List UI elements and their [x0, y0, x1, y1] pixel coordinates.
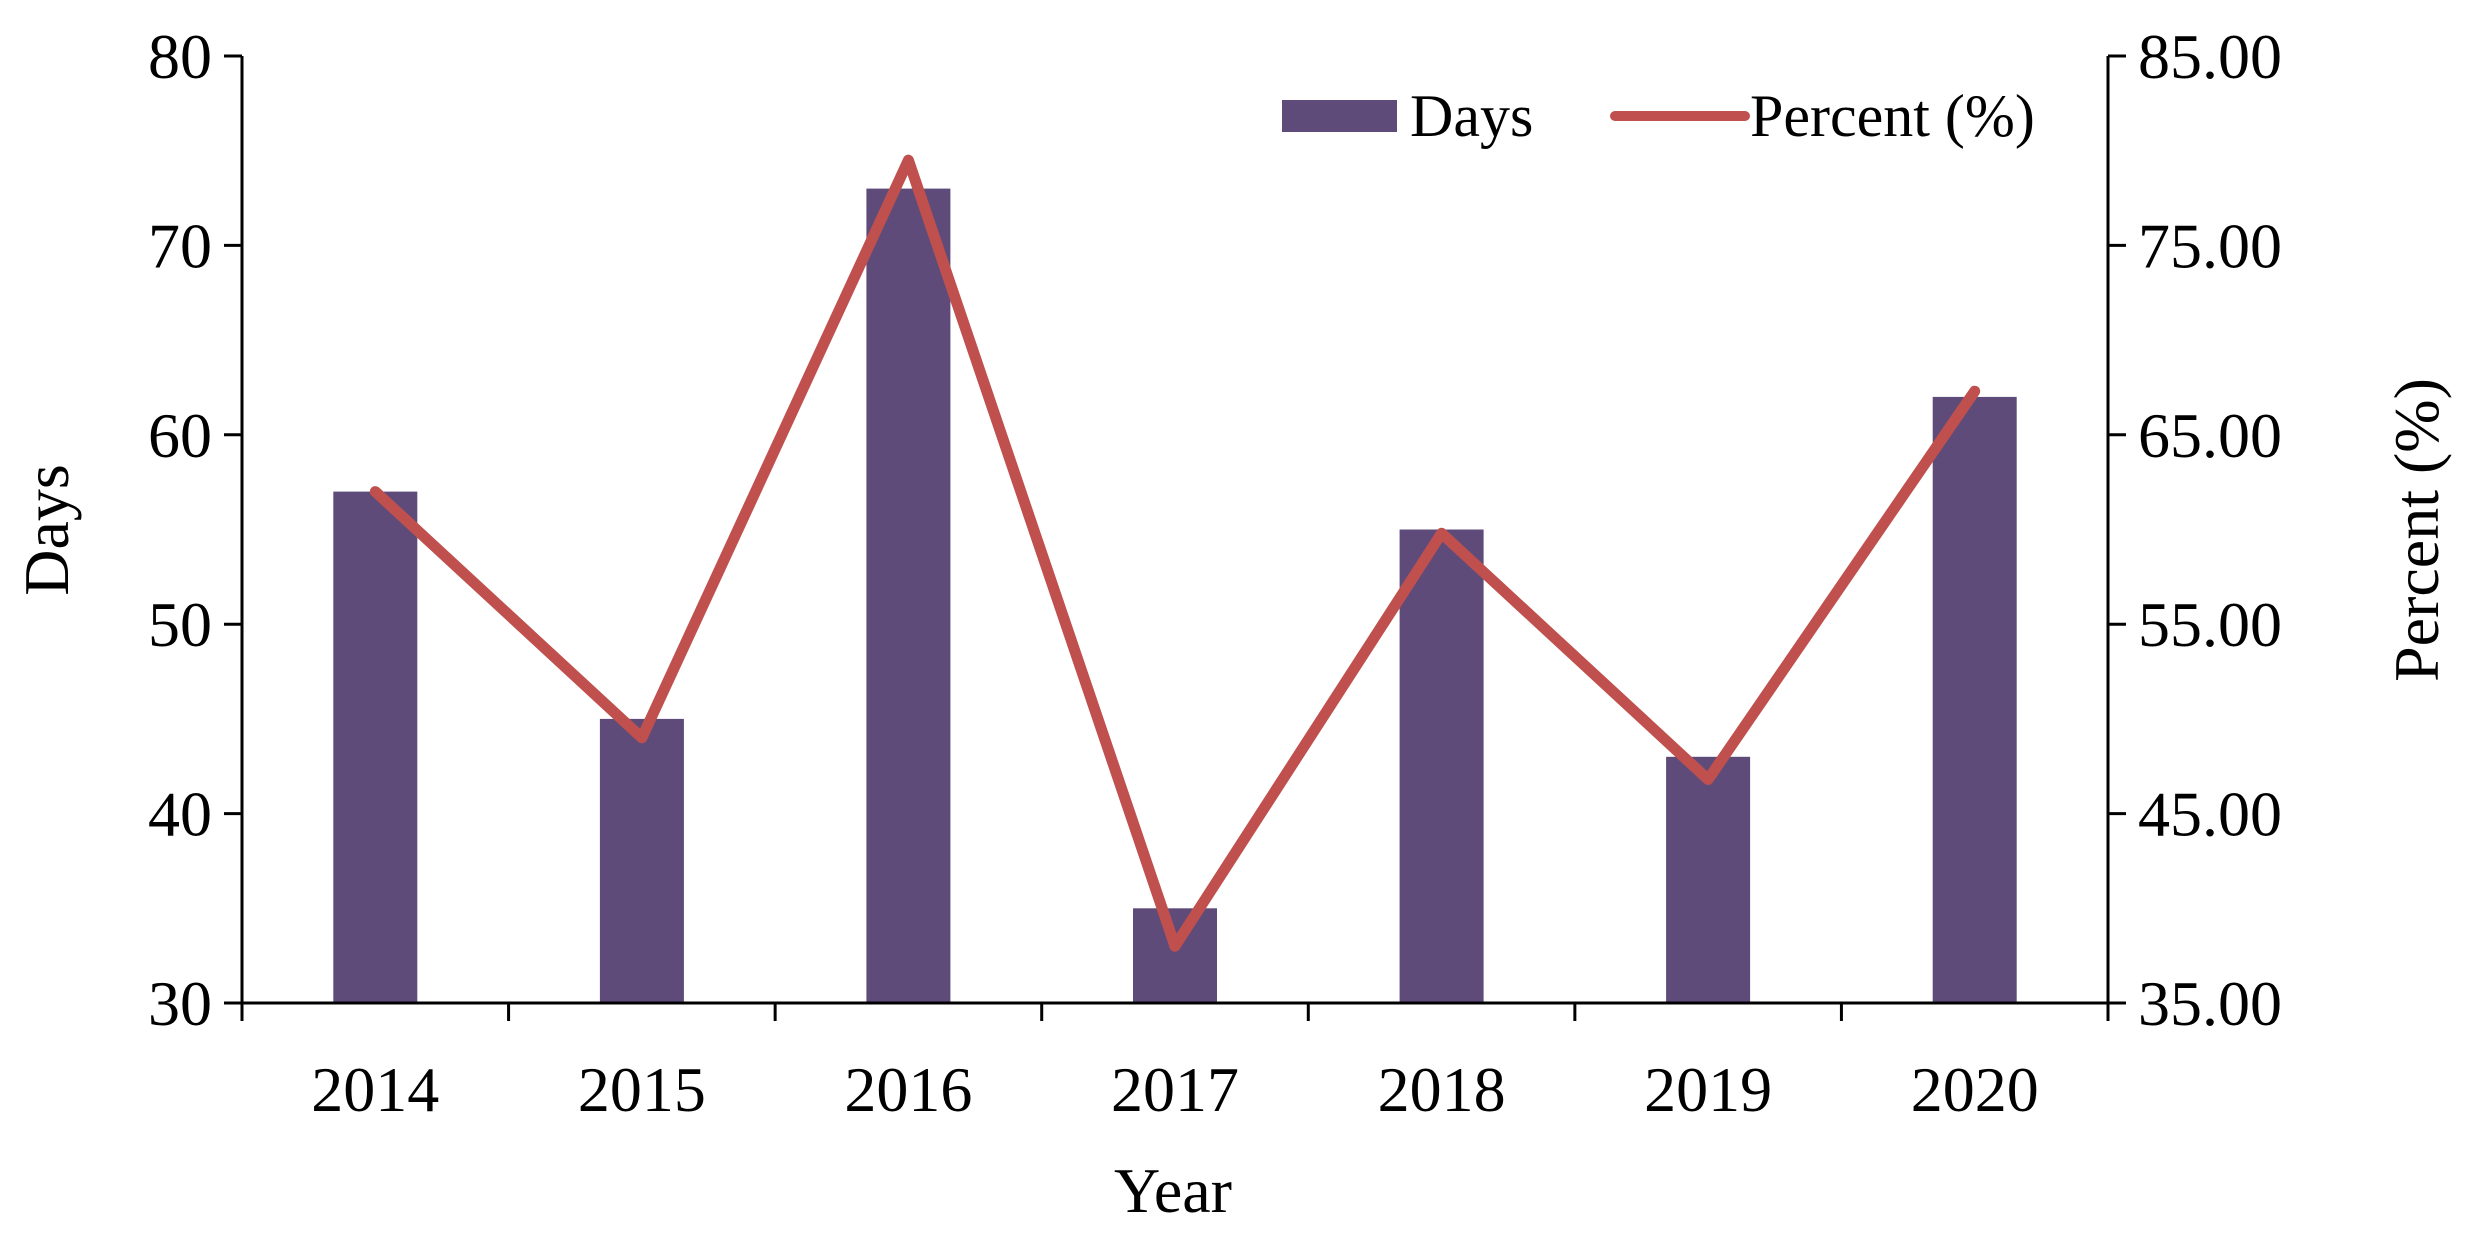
legend-label-percent: Percent (%) — [1750, 83, 2035, 149]
bars-layer — [333, 188, 2017, 1004]
point-percent-2020 — [1973, 390, 1976, 393]
x-tick-label-2020: 2020 — [1911, 1054, 2039, 1125]
y-tick-label-right-45.00: 45.00 — [2138, 779, 2282, 850]
bar-days-2014 — [333, 491, 418, 1003]
y-tick-label-left-40: 40 — [148, 779, 212, 850]
y-axis-title-left: Days — [11, 464, 82, 596]
point-percent-2016 — [907, 159, 910, 162]
line-layer — [369, 154, 1981, 952]
legend: Days Percent (%) — [1282, 83, 2035, 149]
y-tick-label-left-30: 30 — [148, 968, 212, 1039]
y-tick-label-left-70: 70 — [148, 210, 212, 281]
bar-days-2016 — [866, 188, 951, 1004]
y-tick-label-right-75.00: 75.00 — [2138, 210, 2282, 281]
legend-label-days: Days — [1410, 83, 1533, 149]
bar-days-2017 — [1133, 908, 1217, 1003]
bar-days-2019 — [1666, 756, 1751, 1003]
y-tick-label-left-60: 60 — [148, 400, 212, 471]
bar-days-2015 — [599, 718, 684, 1003]
x-tick-label-2018: 2018 — [1378, 1054, 1506, 1125]
y-axis-title-right: Percent (%) — [2381, 378, 2452, 682]
y-tick-label-left-80: 80 — [148, 21, 212, 92]
point-percent-2018 — [1440, 532, 1443, 535]
bar-days-2020 — [1932, 396, 2017, 1003]
point-percent-2014 — [374, 490, 377, 493]
axes-layer — [224, 54, 2126, 1021]
x-tick-label-2016: 2016 — [844, 1054, 972, 1125]
x-tick-label-2019: 2019 — [1644, 1054, 1772, 1125]
y-tick-label-right-35.00: 35.00 — [2138, 968, 2282, 1039]
x-tick-label-2014: 2014 — [311, 1054, 439, 1125]
point-percent-2017 — [1174, 945, 1176, 948]
legend-swatch-days — [1282, 100, 1397, 132]
x-tick-label-2015: 2015 — [578, 1054, 706, 1125]
y-tick-label-right-55.00: 55.00 — [2138, 589, 2282, 660]
x-axis-title: Year — [1114, 1155, 1232, 1226]
y-tick-label-left-50: 50 — [148, 589, 212, 660]
x-tick-label-2017: 2017 — [1111, 1054, 1239, 1125]
bar-days-2018 — [1399, 529, 1484, 1003]
point-percent-2015 — [640, 736, 643, 739]
y-tick-label-right-85.00: 85.00 — [2138, 21, 2282, 92]
y-tick-label-right-65.00: 65.00 — [2138, 400, 2282, 471]
point-percent-2019 — [1707, 778, 1710, 781]
labels-layer: 30 40 50 60 70 80 35.00 45.00 55.00 65.00 75.00 85.… — [148, 21, 2282, 1125]
